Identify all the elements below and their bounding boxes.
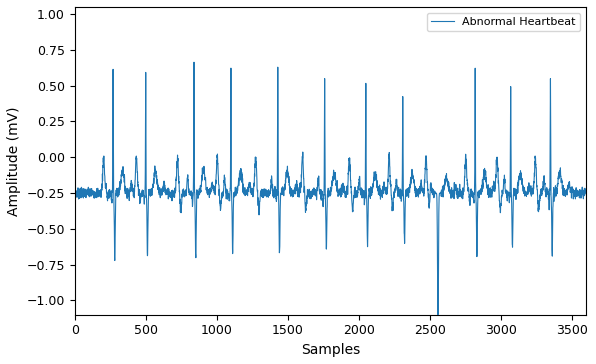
Abnormal Heartbeat xyxy=(71,186,78,191)
Abnormal Heartbeat xyxy=(380,185,387,189)
Abnormal Heartbeat xyxy=(389,203,396,207)
Legend: Abnormal Heartbeat: Abnormal Heartbeat xyxy=(427,12,581,31)
Abnormal Heartbeat xyxy=(582,189,589,193)
Abnormal Heartbeat xyxy=(181,191,188,196)
Abnormal Heartbeat xyxy=(534,193,541,198)
Abnormal Heartbeat xyxy=(434,313,442,317)
Abnormal Heartbeat xyxy=(191,60,198,64)
X-axis label: Samples: Samples xyxy=(301,343,360,357)
Y-axis label: Amplitude (mV): Amplitude (mV) xyxy=(7,106,21,215)
Abnormal Heartbeat xyxy=(582,190,589,194)
Abnormal Heartbeat xyxy=(214,159,221,163)
Line: Abnormal Heartbeat: Abnormal Heartbeat xyxy=(74,62,586,315)
